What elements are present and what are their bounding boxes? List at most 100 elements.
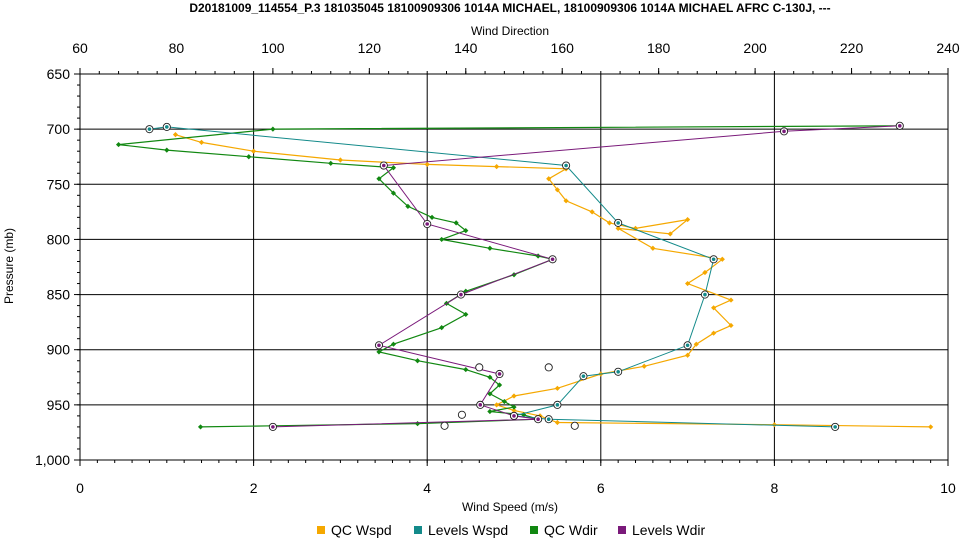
y-tick-label: 750: [47, 176, 71, 192]
open-marker: [440, 421, 449, 430]
qc-marker: [501, 398, 507, 405]
qc-marker: [487, 374, 493, 380]
chart-title: D20181009_114554_P.3 181035045 181009093…: [189, 1, 830, 15]
level-marker-dot: [564, 163, 568, 168]
qc-marker: [424, 161, 430, 168]
x2-tick-label: 140: [454, 40, 478, 56]
qc-marker: [246, 154, 252, 160]
qc-marker: [685, 216, 691, 223]
level-marker-dot: [833, 425, 837, 429]
plot-area: [79, 73, 949, 461]
qc-marker: [197, 424, 204, 430]
qc-marker: [390, 190, 397, 196]
qc-marker: [546, 176, 552, 182]
legend-label-levels-wdir: Levels Wdir: [632, 522, 705, 538]
qc-marker: [650, 245, 656, 251]
qc-marker: [463, 228, 469, 234]
qc-marker: [554, 419, 560, 426]
qc-marker: [711, 305, 717, 311]
y-tick-label: 800: [47, 231, 71, 247]
x2-tick-label: 160: [551, 40, 575, 56]
level-marker-dot: [782, 129, 786, 134]
legend-label-qc-wdir: QC Wdir: [544, 522, 598, 538]
qc-marker: [164, 147, 170, 153]
qc-marker: [511, 407, 517, 413]
qc-marker: [376, 176, 382, 182]
qc-marker: [496, 382, 503, 388]
x-tick-label: 6: [597, 480, 605, 496]
level-marker-dot: [616, 221, 620, 225]
qc-marker: [711, 330, 717, 336]
qc-marker: [487, 408, 493, 415]
y-tick-label: 1,000: [35, 452, 70, 468]
level-marker-dot: [616, 369, 620, 374]
qc-marker: [429, 214, 435, 220]
qc-marker: [463, 311, 469, 318]
level-marker-dot: [703, 292, 707, 297]
level-marker-dot: [546, 417, 551, 421]
level-marker-dot: [555, 403, 560, 407]
qc-marker: [337, 157, 343, 163]
qc-marker: [641, 363, 647, 369]
qc-marker: [172, 132, 179, 138]
qc-marker: [728, 297, 734, 303]
y-tick-label: 950: [47, 397, 71, 413]
legend-item-levels-wspd[interactable]: Levels Wspd: [414, 522, 508, 538]
qc-marker: [511, 272, 517, 278]
qc-marker: [453, 220, 459, 226]
level-marker-dot: [581, 374, 586, 378]
level-marker-dot: [165, 125, 169, 129]
x-tick-label: 4: [423, 480, 431, 496]
level-marker-dot: [685, 343, 690, 348]
x2-tick-label: 220: [840, 40, 864, 56]
x2-tick-label: 240: [936, 40, 960, 56]
level-marker-dot: [550, 257, 555, 262]
level-marker-dot: [711, 257, 716, 262]
grid: [80, 74, 948, 460]
qc-marker: [390, 165, 397, 171]
level-marker-dot: [478, 403, 483, 407]
qc-marker: [439, 236, 445, 243]
y-axis-label: Pressure (mb): [2, 228, 16, 304]
qc-marker: [198, 139, 205, 145]
legend-label-levels-wspd: Levels Wspd: [428, 522, 508, 538]
legend-item-qc-wspd[interactable]: QC Wspd: [317, 522, 392, 538]
legend-label-qc-wspd: QC Wspd: [331, 522, 392, 538]
qc-marker: [405, 203, 411, 209]
y-tick-label: 900: [47, 342, 71, 358]
qc-marker: [511, 393, 517, 399]
x2-tick-label: 60: [72, 40, 88, 56]
qc-marker: [667, 231, 673, 237]
level-marker-dot: [459, 292, 463, 297]
x-tick-label: 0: [76, 480, 84, 496]
qc-marker: [487, 245, 493, 251]
qc-marker: [494, 402, 500, 408]
open-marker: [544, 363, 553, 372]
qc-marker: [589, 209, 595, 215]
x-tick-label: 8: [771, 480, 779, 496]
legend-item-levels-wdir[interactable]: Levels Wdir: [618, 522, 705, 538]
qc-marker: [771, 422, 777, 428]
qc-marker: [685, 280, 691, 287]
qc-marker: [728, 322, 734, 329]
level-marker-dot: [536, 417, 540, 421]
axes: 0 2 4 6 8 10 60 80 100 120 140 160 180 200 220 240 650 70…: [35, 40, 960, 496]
qc-marker: [487, 391, 493, 397]
qc-marker: [554, 187, 560, 193]
qc-marker: [606, 220, 613, 226]
y-tick-label: 700: [47, 121, 71, 137]
qc-marker: [554, 385, 560, 391]
level-marker-dot: [425, 222, 430, 226]
legend-item-qc-wdir[interactable]: QC Wdir: [530, 522, 598, 538]
x2-tick-label: 120: [358, 40, 382, 56]
qc-marker: [494, 164, 500, 170]
level-marker-dot: [271, 425, 275, 429]
qc-marker: [521, 412, 527, 418]
level-marker-dot: [147, 127, 152, 131]
qc-marker: [251, 148, 257, 154]
x-tick-label: 10: [940, 480, 956, 496]
level-marker-dot: [897, 124, 902, 128]
qc-marker: [414, 358, 421, 364]
open-marker: [570, 421, 579, 430]
